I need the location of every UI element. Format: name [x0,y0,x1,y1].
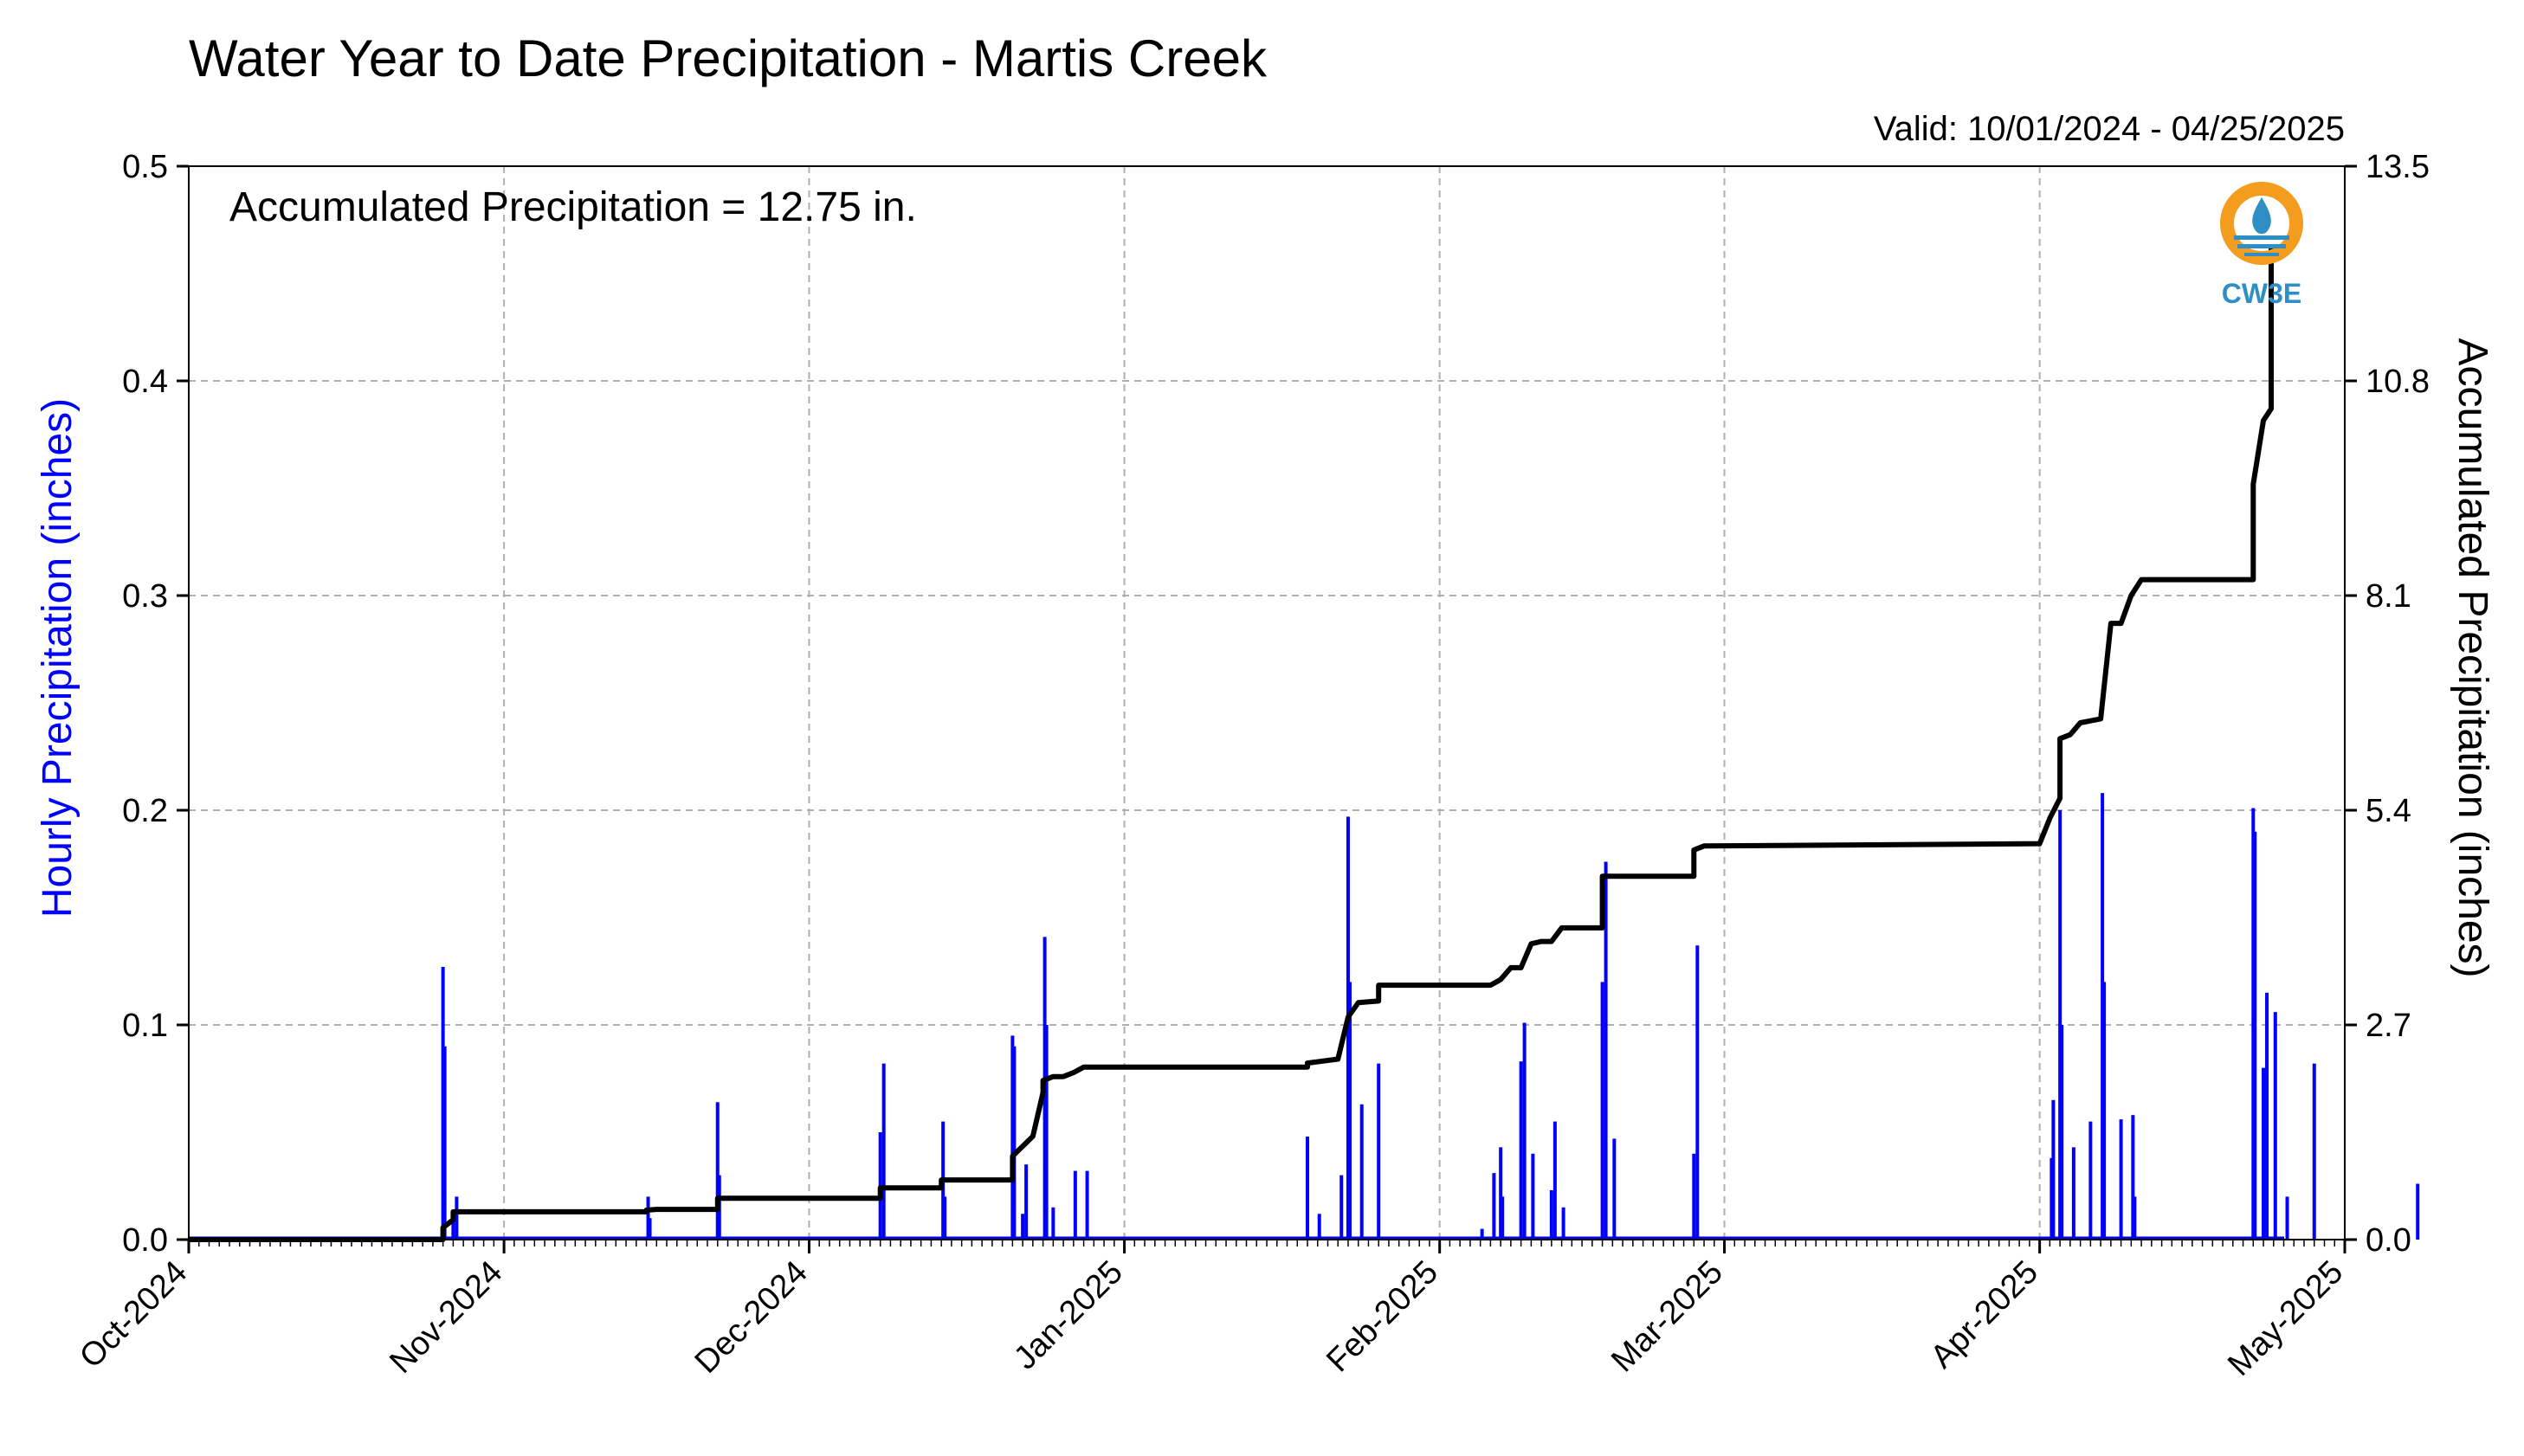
right-y-tick-label: 5.4 [2366,793,2411,829]
hourly-bar [2133,1196,2137,1240]
plot-frame [188,165,2346,1240]
hourly-bar [2071,1147,2075,1240]
right-y-axis: 0.0 2.7 5.4 8.1 10.8 13.5 [2345,149,2430,1259]
hourly-bar [1377,1063,1381,1240]
hourly-bar [1552,1121,1557,1240]
hourly-bar [1317,1214,1321,1240]
logo-ring [2220,182,2303,265]
hourly-bar [1501,1196,1505,1240]
hourly-bar [2119,1119,2123,1240]
hourly-bar [1522,1022,1527,1240]
hourly-bar [455,1196,459,1240]
logo-wave-1 [2234,235,2289,240]
hourly-bar [2051,1099,2056,1240]
left-y-tick-label: 0.1 [122,1008,168,1044]
hourly-bar [1692,1153,1696,1240]
left-y-tick-label: 0.2 [122,793,168,829]
left-y-tick-label: 0.3 [122,578,168,615]
hourly-bar [2416,1183,2420,1240]
hourly-bar [1021,1214,1025,1240]
chart-title: Water Year to Date Precipitation - Marti… [189,29,1268,87]
hourly-bar [1612,1138,1617,1240]
left-y-axis: 0.0 0.1 0.2 0.3 0.4 0.5 [122,149,189,1259]
x-tick-label: Dec-2024 [688,1254,815,1381]
right-y-tick-label: 10.8 [2366,364,2430,400]
hourly-bar [715,1102,720,1240]
accumulated-line [189,225,2274,1242]
hourly-bar [1492,1173,1496,1240]
hourly-bar [1695,945,1700,1240]
hourly-bar [1347,982,1352,1240]
x-tick-label: Apr-2025 [1924,1254,2045,1375]
right-y-tick-label: 0.0 [2366,1222,2411,1259]
x-tick-label: Oct-2024 [73,1254,194,1375]
hourly-bar [1044,1025,1049,1240]
x-tick-label: Nov-2024 [383,1254,509,1381]
hourly-bar [2253,831,2257,1240]
hourly-bar [2262,1067,2266,1240]
hourly-bar [943,1196,947,1240]
left-y-tick-label: 0.5 [122,149,168,185]
hourly-bars [189,793,2420,1240]
left-axis-label: Hourly Precipitation (inches) [35,398,81,918]
hourly-bar [442,1046,447,1240]
x-tick-label: Feb-2025 [1320,1254,1445,1380]
x-axis: Oct-2024 Nov-2024 Dec-2024 Jan-2025 Feb-2025… [73,1240,2350,1383]
hourly-bar [1051,1207,1055,1240]
hourly-bar [2088,1121,2093,1240]
hourly-bar [2273,1012,2277,1240]
hourly-bar [1073,1170,1077,1240]
right-y-tick-label: 8.1 [2366,578,2411,615]
x-tick-label: Mar-2025 [1604,1254,1730,1380]
hourly-bar [2265,992,2269,1240]
hourly-bar [1085,1170,1089,1240]
hourly-bar [1499,1147,1503,1240]
logo-wave-3 [2244,253,2279,256]
hourly-bar [881,1063,886,1240]
left-y-tick-label: 0.0 [122,1222,168,1259]
hourly-bar [1600,982,1604,1240]
accumulated-total-annotation: Accumulated Precipitation = 12.75 in. [229,184,917,230]
hourly-bar [2285,1196,2289,1240]
hourly-bar [1024,1164,1029,1240]
right-y-tick-label: 2.7 [2366,1008,2411,1044]
water-drop-icon [2252,197,2271,235]
x-tick-label: Jan-2025 [1007,1254,1130,1377]
hourly-bar [1531,1153,1535,1240]
hourly-bar [2131,1115,2135,1240]
right-axis-label: Accumulated Precipitation (inches) [2450,338,2495,977]
logo-wave-2 [2237,244,2286,248]
hourly-bar [1519,1061,1523,1240]
hourly-bar [648,1218,652,1240]
hourly-bar [1604,861,1608,1240]
hourly-bar [1339,1175,1344,1240]
hourly-bar [1012,1046,1017,1240]
left-y-tick-label: 0.4 [122,364,168,400]
valid-date-range: Valid: 10/01/2024 - 04/25/2025 [1874,110,2345,148]
hourly-bar [1359,1104,1364,1240]
hourly-bar [2102,982,2107,1240]
x-tick-label: May-2025 [2221,1254,2350,1383]
hourly-bar [451,1218,455,1240]
cw3e-logo: CW3E [2220,182,2303,309]
hourly-bar [1549,1189,1553,1240]
hourly-bar [1480,1228,1484,1240]
hourly-bar [2312,1063,2316,1240]
hourly-bar [1561,1207,1565,1240]
grid [189,166,2345,1240]
right-y-tick-label: 13.5 [2366,149,2430,185]
logo-text: CW3E [2222,278,2301,309]
hourly-bar [1305,1136,1309,1240]
hourly-bar [2060,1025,2064,1240]
